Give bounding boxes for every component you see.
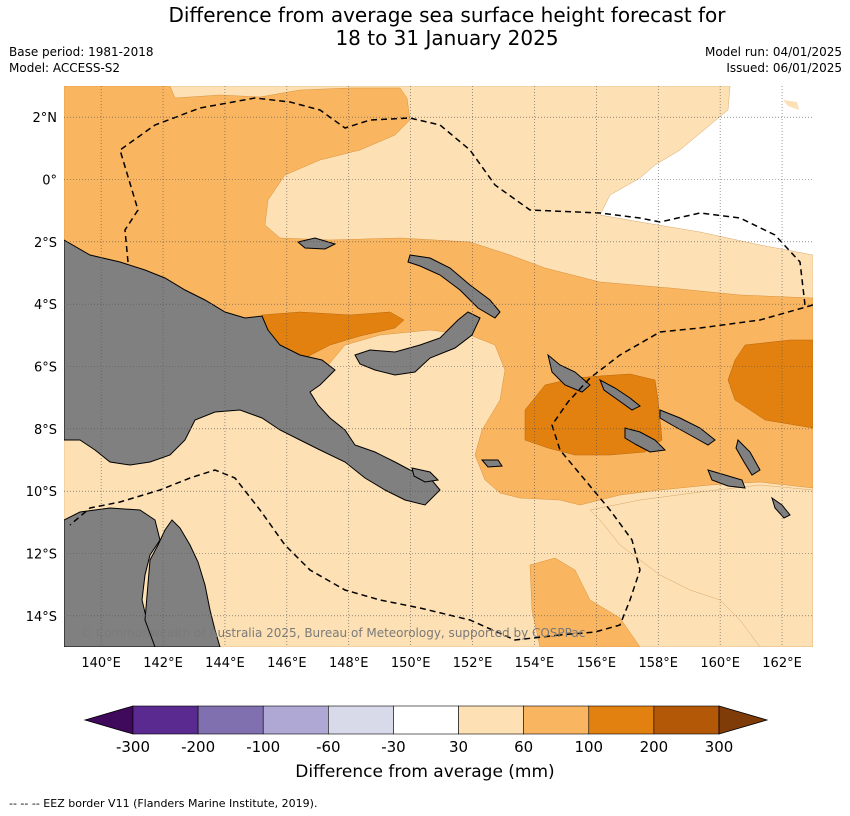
issued-date: Issued: 06/01/2025 — [726, 61, 842, 75]
land-makira — [707, 469, 746, 489]
lon-label: 160°E — [700, 656, 740, 671]
lon-label: 150°E — [391, 656, 431, 671]
eez-border-2 — [551, 304, 813, 636]
land-malaita — [735, 439, 761, 476]
meta-right: Model run: 04/01/2025 Issued: 06/01/2025 — [705, 44, 842, 76]
latitude-labels: 2°N 0° 2°S 4°S 6°S 8°S 10°S 12°S 14°S — [26, 111, 57, 625]
land-dentrecasteaux — [411, 467, 440, 483]
eez-border — [119, 97, 806, 306]
land-cape-york-tip — [144, 519, 221, 647]
longitude-labels: 140°E 142°E 144°E 146°E 148°E 150°E 152°E 154°E… — [81, 656, 801, 671]
colorbar-swatch — [328, 705, 394, 735]
land-new-ireland — [407, 254, 501, 319]
map-title-line1: Difference from average sea surface heig… — [168, 3, 726, 27]
colorbar-arrow-low — [83, 705, 134, 735]
anomaly-100-200-east — [727, 339, 813, 429]
lat-label: 6°S — [34, 361, 57, 376]
model-run: Model run: 04/01/2025 — [704, 45, 842, 59]
lon-label: 154°E — [515, 656, 555, 671]
lon-label: 148°E — [329, 656, 369, 671]
colorbar — [83, 705, 769, 735]
colorbar-swatch — [262, 705, 329, 735]
lon-label: 146°E — [267, 656, 307, 671]
colorbar-arrow-high — [718, 705, 769, 735]
eez-footnote: -- -- -- EEZ border V11 (Flanders Marine… — [9, 797, 318, 810]
lat-label: 2°S — [34, 236, 57, 251]
land-santa-isabel — [659, 409, 716, 446]
anomaly-30-60-small — [783, 100, 799, 110]
gridlines — [64, 86, 813, 647]
lon-label: 144°E — [205, 656, 245, 671]
lat-label: 10°S — [26, 485, 57, 500]
lon-label: 152°E — [453, 656, 493, 671]
land-bougainville — [547, 353, 591, 393]
colorbar-tick-label: -100 — [246, 738, 280, 756]
colorbar-swatch — [653, 705, 720, 735]
lon-label: 142°E — [143, 656, 183, 671]
land-vanuatu-north — [771, 496, 791, 519]
colorbar-swatch — [132, 705, 199, 735]
model-name: Model: ACCESS-S2 — [9, 61, 121, 75]
lon-label: 140°E — [81, 656, 121, 671]
land-new-britain — [354, 311, 481, 376]
land-choiseul — [599, 378, 641, 411]
lat-label: 4°S — [34, 298, 57, 313]
colorbar-tick-label: -60 — [316, 738, 341, 756]
colorbar-tick-label: -200 — [181, 738, 215, 756]
colorbar-swatch — [588, 705, 655, 735]
land-manus — [296, 237, 337, 250]
anomaly-60-100-south — [529, 557, 641, 647]
lat-label: 14°S — [26, 610, 57, 625]
colorbar-tick-label: 300 — [705, 738, 734, 756]
colorbar-tick-label: 200 — [640, 738, 669, 756]
lat-label: 2°N — [33, 111, 58, 126]
map-area — [64, 86, 813, 647]
colorbar-tick-label: 60 — [514, 738, 533, 756]
colorbar-swatch — [523, 705, 590, 735]
colorbar-swatch — [393, 705, 459, 735]
land-guadalcanal — [624, 427, 667, 453]
colorbar-title: Difference from average (mm) — [295, 762, 555, 782]
colorbar-tick-label: -30 — [381, 738, 406, 756]
colorbar-tick-label: -300 — [116, 738, 150, 756]
lat-label: 8°S — [34, 423, 57, 438]
land-small-isle — [480, 459, 503, 468]
colorbar-tick-label: 100 — [574, 738, 603, 756]
copyright-text: © Commonwealth of Australia 2025, Bureau… — [80, 626, 586, 640]
lon-label: 158°E — [638, 656, 678, 671]
colorbar-tick-labels: -300 -200 -100 -60 -30 30 60 100 200 300 — [116, 738, 733, 756]
map-title-line2: 18 to 31 January 2025 — [335, 26, 559, 50]
base-period: Base period: 1981-2018 — [9, 45, 154, 59]
colorbar-swatch — [458, 705, 524, 735]
lat-label: 0° — [42, 174, 57, 189]
meta-left: Base period: 1981-2018 Model: ACCESS-S2 — [9, 44, 154, 76]
lon-label: 156°E — [577, 656, 617, 671]
colorbar-swatch — [197, 705, 264, 735]
lon-label: 162°E — [762, 656, 802, 671]
eez-border-3 — [69, 469, 561, 641]
colorbar-tick-label: 30 — [449, 738, 468, 756]
land-new-guinea — [64, 239, 441, 506]
lat-label: 12°S — [26, 548, 57, 563]
